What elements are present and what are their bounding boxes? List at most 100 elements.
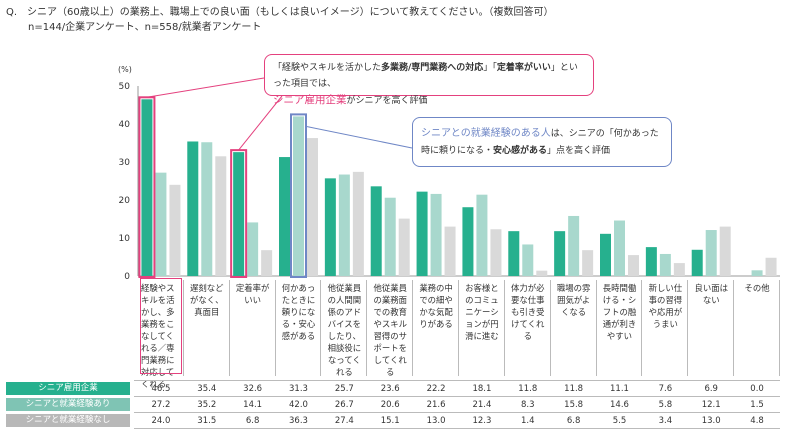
bar xyxy=(673,263,685,276)
table-rule xyxy=(134,380,780,381)
x-category-label: 良い面はない xyxy=(688,280,735,376)
bar xyxy=(719,226,731,276)
table-cell: 22.2 xyxy=(426,384,446,394)
bar xyxy=(215,156,227,276)
callout-line xyxy=(238,95,283,151)
bar xyxy=(554,231,566,276)
bar xyxy=(582,250,594,276)
bar xyxy=(600,233,611,276)
bar xyxy=(307,138,318,276)
x-category-label: 職場の雰囲気がよくなる xyxy=(551,280,597,376)
bar xyxy=(536,270,548,276)
table-cell: 13.0 xyxy=(701,416,721,426)
table-cell: 35.4 xyxy=(197,384,217,394)
table-rule xyxy=(134,396,780,397)
bar xyxy=(462,207,474,276)
table-cell: 23.6 xyxy=(380,384,400,394)
question-title: Q. シニア（60歳以上）の業務上、職場上での良い面（もしくは良いイメージ）につ… xyxy=(6,7,554,18)
table-cell: 20.6 xyxy=(380,400,400,410)
bar xyxy=(370,186,382,276)
bar xyxy=(659,253,671,276)
y-axis-unit: (%) xyxy=(118,65,132,74)
table-cell: 11.1 xyxy=(610,384,629,394)
table-cell: 13.0 xyxy=(426,416,446,426)
table-row: シニア雇用企業 46.5 35.4 32.6 31.3 25.7 23.6 22.2 18.1 1… xyxy=(0,382,780,396)
bar xyxy=(508,231,520,276)
bar xyxy=(338,174,350,276)
bar xyxy=(416,191,428,276)
y-tick-label: 0 xyxy=(124,272,130,282)
table-cell: 15.1 xyxy=(380,416,400,426)
table-cell: 36.3 xyxy=(289,416,308,426)
table-cell: 42.0 xyxy=(289,400,308,410)
table-cell: 5.5 xyxy=(612,416,627,426)
bar xyxy=(645,247,657,276)
table-rule xyxy=(134,412,780,413)
bar xyxy=(490,229,502,276)
bar xyxy=(293,116,304,277)
table-cell: 0.0 xyxy=(750,384,764,394)
table-cell: 21.4 xyxy=(472,400,492,410)
bar xyxy=(522,244,534,276)
x-category-label: 他従業員の業務面での教育やスキル習得のサポートをしてくれる xyxy=(367,280,414,377)
x-category-label: 定着率がいい xyxy=(230,280,276,376)
table-cell: 1.5 xyxy=(750,400,764,410)
legend-series-label: シニアと就業経験あり xyxy=(6,398,130,411)
x-category-label: 新しい仕事の習得や応用がうまい xyxy=(642,280,689,376)
bar xyxy=(430,193,442,276)
table-cell: 27.2 xyxy=(151,400,171,410)
table-cell: 24.0 xyxy=(151,416,171,426)
table-row: シニアと就業経験なし 24.0 31.5 6.8 36.3 27.4 15.1 13.0 12.… xyxy=(0,414,780,428)
table-cell: 21.6 xyxy=(426,400,446,410)
bar xyxy=(751,270,763,276)
x-category-label: 業務の中での細やかな気配りがある xyxy=(413,280,459,376)
y-tick-label: 30 xyxy=(119,158,131,168)
table-cell: 26.7 xyxy=(334,400,354,410)
y-tick-label: 10 xyxy=(119,234,131,244)
table-cell: 11.8 xyxy=(518,384,538,394)
table-cell: 14.6 xyxy=(610,400,629,410)
x-category-label: 他従業員の人間関係のアドバイスをしたり、相談役になってくれる xyxy=(321,280,368,377)
bar xyxy=(765,257,777,276)
x-category-label: 体力が必要な仕事も引き受けてくれる xyxy=(505,280,551,376)
bar xyxy=(628,255,639,276)
bar xyxy=(568,215,580,276)
table-cell: 1.4 xyxy=(521,416,535,426)
table-cell: 15.8 xyxy=(564,400,584,410)
bar xyxy=(614,220,625,276)
sample-size: n=144/企業アンケート、n=558/就業者アンケート xyxy=(28,22,262,33)
bar xyxy=(384,197,396,276)
category-highlight-frame xyxy=(140,278,182,374)
legend-series-label: シニア雇用企業 xyxy=(6,382,130,395)
table-cell: 32.6 xyxy=(243,384,263,394)
bar xyxy=(141,99,153,276)
callout-experience: シニアとの就業経験のある人は、シニアの「何かあった 時に頼りになる・安心感がある… xyxy=(412,117,672,167)
bar xyxy=(691,249,703,276)
x-category-label: 遅刻などがなく、真面目 xyxy=(184,280,230,376)
bar xyxy=(233,152,245,276)
table-cell: 11.8 xyxy=(564,384,584,394)
bar xyxy=(444,226,456,276)
bar xyxy=(476,194,488,276)
table-cell: 25.7 xyxy=(334,384,354,394)
table-cell: 35.2 xyxy=(197,400,217,410)
table-cell: 27.4 xyxy=(334,416,354,426)
table-cell: 31.3 xyxy=(289,384,308,394)
bar xyxy=(324,178,336,276)
y-tick-label: 40 xyxy=(119,120,131,130)
bar xyxy=(247,222,259,276)
table-cell: 6.8 xyxy=(566,416,581,426)
bar xyxy=(398,218,410,276)
bar xyxy=(279,157,290,276)
table-cell: 5.8 xyxy=(658,400,673,410)
table-cell: 6.8 xyxy=(245,416,260,426)
x-category-label: 経験やスキルを活かし、多業務をこなしてくれる／専門業務に対応してくれる xyxy=(138,280,184,389)
table-cell: 46.5 xyxy=(151,384,171,394)
table-row: シニアと就業経験あり 27.2 35.2 14.1 42.0 26.7 20.6 21.6 21… xyxy=(0,398,780,412)
callout-line xyxy=(305,125,413,149)
x-category-label: 長時間働ける・シフトの融通が利きやすい xyxy=(597,280,643,376)
y-tick-label: 50 xyxy=(119,82,131,92)
bar xyxy=(352,171,364,276)
highlight-frame xyxy=(290,113,307,279)
